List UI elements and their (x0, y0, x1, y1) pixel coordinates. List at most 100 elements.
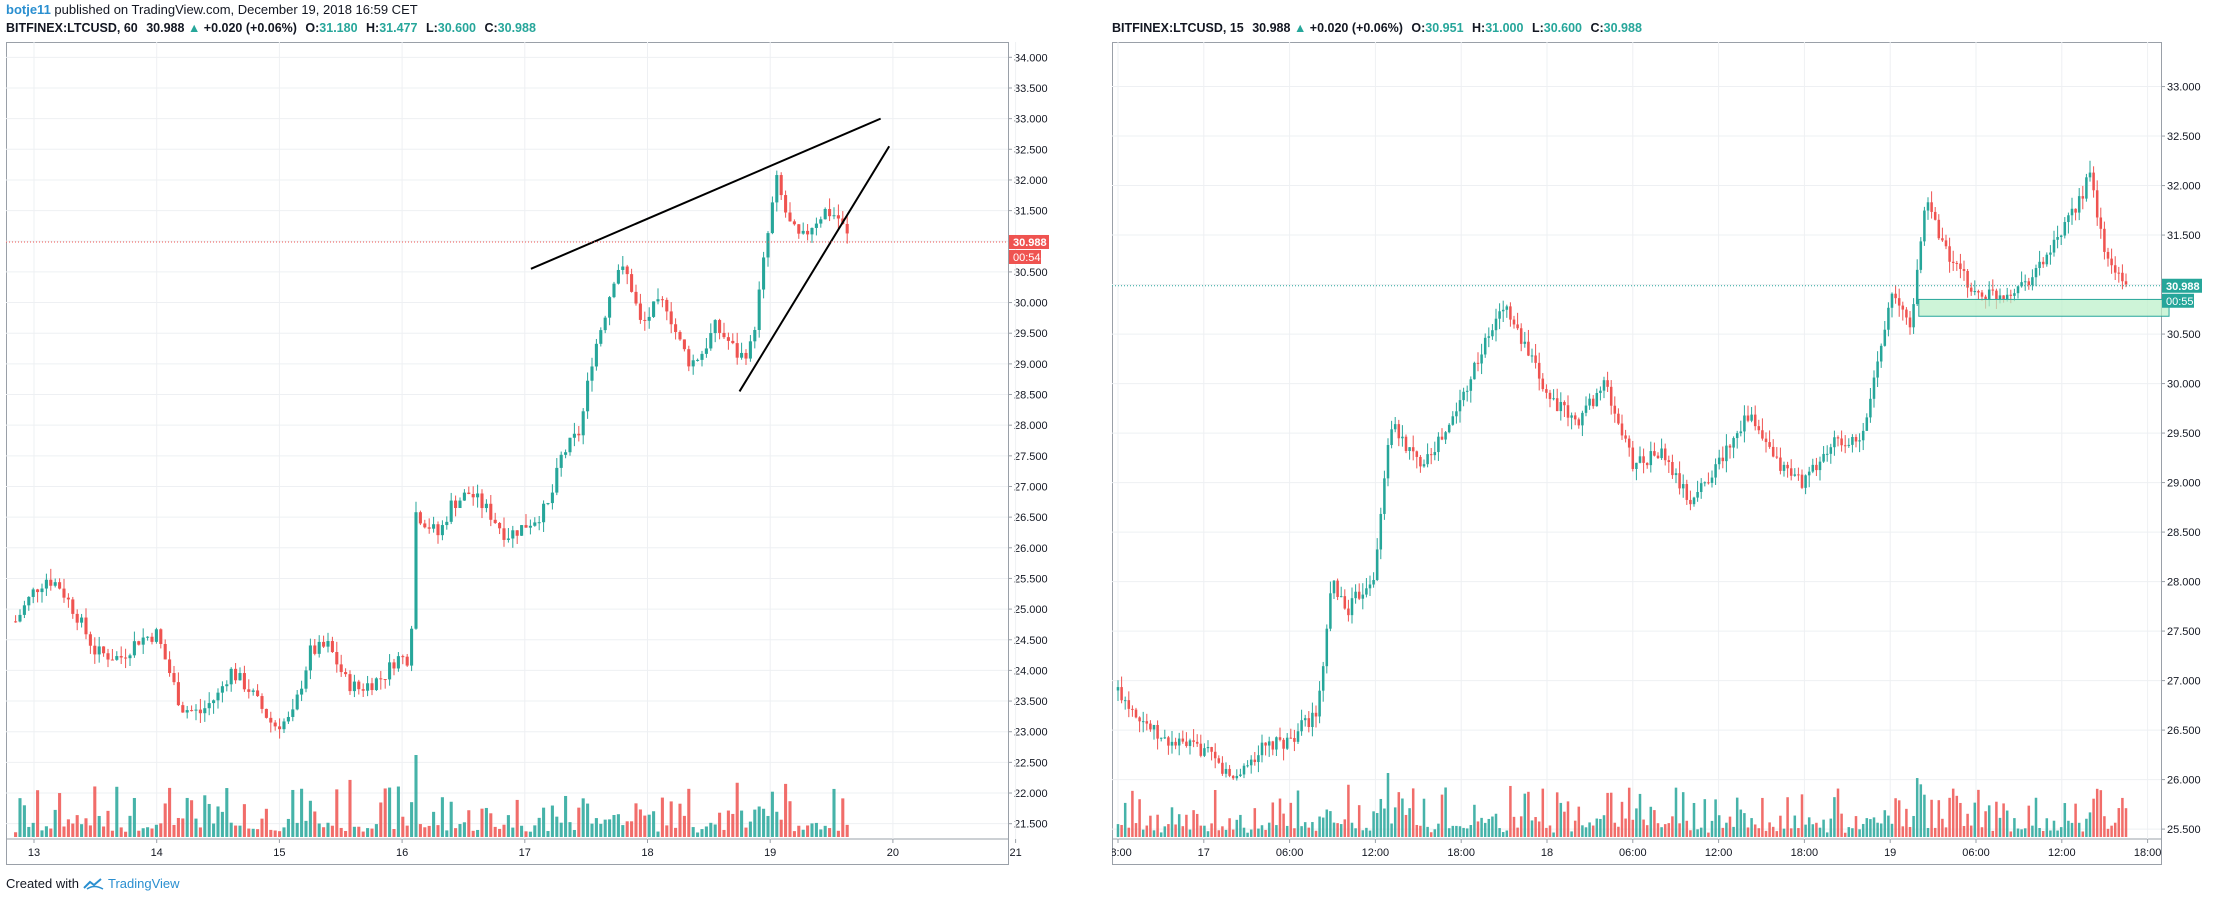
candle (168, 659, 172, 674)
candle (1869, 398, 1872, 418)
symbol[interactable]: BITFINEX:LTCUSD (6, 21, 117, 35)
candle (731, 340, 735, 344)
volume-bar (832, 788, 836, 837)
candle (1476, 362, 1480, 364)
candle (1390, 429, 1393, 445)
candle (203, 708, 207, 714)
candle (678, 332, 682, 340)
volume-bar (1257, 828, 1260, 837)
candle (159, 629, 163, 644)
candle (291, 709, 295, 717)
volume-bar (423, 827, 427, 837)
volume-bar (1429, 832, 1433, 837)
symbol[interactable]: BITFINEX:LTCUSD (1112, 21, 1223, 35)
candle (1627, 438, 1631, 448)
candle (1473, 362, 1476, 380)
volume-bar (1498, 828, 1501, 837)
volume-bar (1559, 802, 1563, 837)
candle (1167, 737, 1170, 746)
candle (53, 582, 57, 586)
volume-bar (1959, 802, 1962, 837)
candle (1876, 361, 1879, 378)
volume-bar (709, 822, 713, 837)
volume-bar (2002, 803, 2005, 837)
volume-bar (1347, 784, 1350, 837)
candle (506, 538, 510, 540)
volume-bar (1919, 784, 1923, 837)
candle (1714, 464, 1717, 478)
chart-right[interactable]: 33.00032.50032.00031.50031.00030.50030.0… (1112, 42, 2217, 865)
candle (1523, 341, 1527, 344)
candle (1170, 741, 1174, 746)
candle (414, 512, 418, 629)
candle (396, 656, 400, 669)
volume-bar (1861, 823, 1865, 837)
volume-bar (1782, 828, 1786, 837)
volume-bar (1314, 830, 1318, 837)
volume-bar (1717, 815, 1721, 837)
candle (1890, 293, 1894, 308)
author-link[interactable]: botje11 (6, 2, 51, 17)
volume-bar (1293, 828, 1296, 837)
candle (1926, 202, 1930, 211)
candle (1635, 462, 1638, 470)
volume-bar (1415, 824, 1419, 837)
volume-bar (1836, 788, 1840, 837)
volume-bar (1685, 820, 1689, 837)
volume-bar (300, 788, 304, 837)
candle (1278, 737, 1282, 740)
candle (682, 339, 686, 350)
volume-bar (1825, 832, 1829, 837)
last-price: 30.988 (1252, 21, 1291, 35)
candle (1397, 424, 1401, 439)
candle (489, 503, 493, 520)
volume-bar (418, 824, 422, 837)
candle (1638, 456, 1642, 463)
candle (423, 523, 427, 528)
volume-bar (476, 829, 480, 837)
volume-bar (564, 795, 568, 837)
volume-bar (2092, 798, 2095, 837)
candle (1336, 580, 1339, 597)
volume-bar (66, 819, 70, 837)
volume-bar (713, 824, 717, 837)
candle (27, 596, 31, 606)
candle (1300, 720, 1303, 732)
low: 30.600 (437, 21, 476, 35)
open: 31.180 (319, 21, 358, 35)
volume-bar (2045, 818, 2049, 837)
candle (1591, 398, 1595, 407)
volume-bar (1408, 808, 1411, 837)
volume-bar (2085, 818, 2088, 837)
y-tick-label: 29.500 (1014, 328, 1048, 340)
candle (1548, 392, 1552, 400)
candle (1685, 484, 1689, 500)
volume-bar (533, 825, 537, 837)
volume-bar (207, 803, 211, 837)
chart-left[interactable]: 34.00033.50033.00032.50032.00031.50031.0… (6, 42, 1060, 865)
volume-bar (1649, 806, 1653, 837)
candle (533, 522, 537, 526)
candle (1311, 712, 1314, 727)
candle (814, 223, 818, 228)
candle (1393, 424, 1397, 430)
candle (643, 319, 647, 321)
candle (330, 641, 334, 653)
candle (212, 700, 216, 704)
volume-bar (172, 824, 176, 837)
candle (344, 672, 348, 675)
candle (2095, 190, 2099, 218)
candle (1426, 454, 1429, 465)
volume-bar (1671, 816, 1674, 837)
volume-bar (2023, 828, 2027, 837)
volume-bar (1462, 827, 1465, 837)
footer-brand-link[interactable]: TradingView (108, 876, 180, 891)
x-tick-label: 16 (396, 847, 408, 859)
o-label: O: (1411, 21, 1426, 35)
close: 30.988 (1603, 21, 1642, 35)
candle (1347, 608, 1350, 616)
candle (572, 433, 576, 438)
candle (418, 512, 422, 524)
candle (1951, 261, 1955, 263)
volume-bar (1815, 822, 1818, 837)
